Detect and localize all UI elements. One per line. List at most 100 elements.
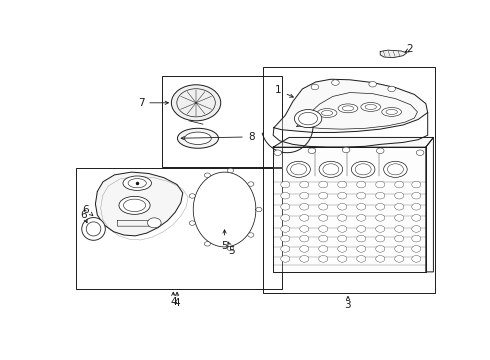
Ellipse shape	[382, 108, 401, 116]
Circle shape	[357, 192, 366, 199]
Ellipse shape	[351, 161, 375, 177]
Circle shape	[357, 215, 366, 221]
Circle shape	[281, 235, 290, 242]
Circle shape	[189, 194, 196, 198]
Circle shape	[412, 246, 421, 252]
Circle shape	[300, 181, 309, 188]
Circle shape	[189, 221, 196, 225]
Ellipse shape	[86, 222, 101, 236]
Text: 6: 6	[80, 210, 87, 220]
Ellipse shape	[384, 161, 407, 177]
Circle shape	[204, 242, 210, 246]
Circle shape	[204, 173, 210, 177]
Circle shape	[369, 81, 376, 87]
Circle shape	[318, 246, 328, 252]
Ellipse shape	[123, 176, 151, 190]
Circle shape	[394, 203, 404, 210]
Circle shape	[338, 235, 347, 242]
Ellipse shape	[287, 161, 310, 177]
Circle shape	[147, 218, 161, 228]
Circle shape	[300, 215, 309, 221]
Circle shape	[300, 235, 309, 242]
Circle shape	[412, 215, 421, 221]
Ellipse shape	[317, 109, 337, 117]
Circle shape	[318, 235, 328, 242]
Circle shape	[412, 181, 421, 188]
Ellipse shape	[82, 217, 105, 240]
Circle shape	[338, 226, 347, 232]
Circle shape	[412, 235, 421, 242]
Ellipse shape	[319, 161, 343, 177]
Ellipse shape	[361, 103, 381, 111]
Circle shape	[412, 256, 421, 262]
Ellipse shape	[294, 109, 322, 127]
Circle shape	[338, 256, 347, 262]
Circle shape	[281, 246, 290, 252]
Text: 3: 3	[344, 300, 351, 310]
Circle shape	[357, 181, 366, 188]
Polygon shape	[96, 172, 183, 236]
Circle shape	[281, 203, 290, 210]
Circle shape	[412, 203, 421, 210]
Circle shape	[248, 233, 254, 237]
Circle shape	[338, 192, 347, 199]
Circle shape	[281, 192, 290, 199]
Circle shape	[412, 226, 421, 232]
Polygon shape	[274, 79, 428, 132]
Circle shape	[394, 246, 404, 252]
Text: 1: 1	[275, 85, 294, 97]
Circle shape	[394, 181, 404, 188]
Circle shape	[281, 181, 290, 188]
Circle shape	[300, 203, 309, 210]
Circle shape	[338, 181, 347, 188]
Circle shape	[227, 246, 234, 251]
Circle shape	[338, 215, 347, 221]
Ellipse shape	[185, 132, 211, 144]
Ellipse shape	[338, 104, 358, 113]
Circle shape	[308, 148, 316, 153]
Circle shape	[318, 215, 328, 221]
Circle shape	[256, 207, 262, 212]
Circle shape	[300, 226, 309, 232]
Polygon shape	[273, 138, 433, 147]
Circle shape	[388, 86, 395, 92]
Polygon shape	[273, 147, 426, 272]
Circle shape	[338, 203, 347, 210]
Circle shape	[300, 246, 309, 252]
Circle shape	[281, 256, 290, 262]
Circle shape	[376, 226, 385, 232]
Circle shape	[311, 84, 318, 90]
Circle shape	[338, 246, 347, 252]
Circle shape	[416, 150, 424, 156]
Ellipse shape	[177, 128, 219, 148]
Circle shape	[342, 147, 350, 153]
Circle shape	[227, 168, 234, 173]
Circle shape	[376, 192, 385, 199]
Text: 6: 6	[83, 204, 93, 216]
Circle shape	[357, 246, 366, 252]
Circle shape	[281, 215, 290, 221]
Circle shape	[394, 215, 404, 221]
Circle shape	[300, 256, 309, 262]
Circle shape	[357, 256, 366, 262]
Circle shape	[248, 182, 254, 186]
Circle shape	[274, 150, 282, 156]
Ellipse shape	[119, 196, 150, 214]
Circle shape	[357, 203, 366, 210]
Circle shape	[318, 256, 328, 262]
Circle shape	[376, 256, 385, 262]
Text: 5: 5	[221, 230, 228, 251]
Circle shape	[357, 226, 366, 232]
Circle shape	[357, 235, 366, 242]
Text: 8: 8	[181, 132, 254, 142]
Circle shape	[318, 226, 328, 232]
Circle shape	[318, 203, 328, 210]
Circle shape	[281, 226, 290, 232]
Circle shape	[172, 85, 220, 121]
Circle shape	[318, 192, 328, 199]
Circle shape	[394, 192, 404, 199]
Polygon shape	[380, 50, 407, 58]
Circle shape	[332, 80, 339, 85]
Circle shape	[376, 246, 385, 252]
Circle shape	[376, 181, 385, 188]
